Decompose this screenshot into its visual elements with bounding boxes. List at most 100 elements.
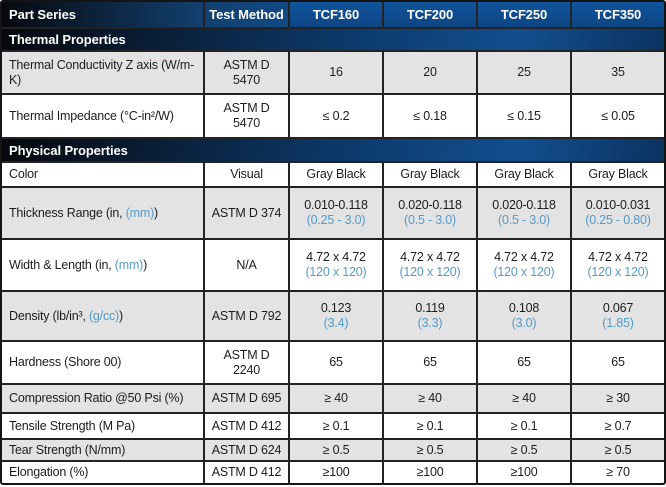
- value-cell: 16: [290, 52, 382, 93]
- value-main: ≥ 0.5: [604, 442, 632, 457]
- column-header-tcf350: TCF350: [572, 2, 664, 27]
- value: 4.72 x 4.72 (120 x 120): [305, 250, 366, 280]
- value-cell: ≥ 0.1: [384, 414, 476, 438]
- property-label: Compression Ratio @50 Psi (%): [9, 391, 184, 406]
- value: ≥ 70: [606, 465, 630, 480]
- property-label-unit: (mm): [114, 257, 144, 272]
- property-label-cell: Tensile Strength (M Pa): [2, 414, 203, 438]
- property-label-pre: Thermal Conductivity Z axis (W/m-K): [9, 57, 195, 87]
- value-main: 0.123: [320, 301, 352, 316]
- value-main: ≥ 40: [512, 391, 536, 406]
- test-method-value: ASTM D 695: [211, 391, 282, 406]
- value-main: ≤ 0.05: [601, 108, 635, 123]
- value: ≥ 0.5: [605, 443, 632, 458]
- test-method-cell: ASTM D 412: [205, 414, 288, 438]
- value: ≥100: [323, 465, 350, 480]
- value-main: 0.020-0.118: [492, 198, 556, 213]
- property-label: Tensile Strength (M Pa): [9, 419, 135, 434]
- value: ≥ 0.5: [417, 443, 444, 458]
- value-main: 4.72 x 4.72: [588, 250, 648, 265]
- value: 0.119 (3.3): [415, 301, 445, 331]
- value-main: 65: [329, 355, 343, 370]
- value-main: 0.108: [508, 301, 540, 316]
- property-label-post: ): [154, 205, 159, 220]
- test-method-cell: ASTM D 624: [205, 440, 288, 460]
- property-label-cell: Hardness (Shore 00): [2, 342, 203, 383]
- property-label-pre: Width & Length (in,: [9, 257, 115, 272]
- value: ≥ 0.5: [323, 443, 350, 458]
- property-label-cell: Compression Ratio @50 Psi (%): [2, 385, 203, 412]
- value-cell: ≥ 0.1: [290, 414, 382, 438]
- value-main: ≥100: [416, 465, 444, 480]
- value-main: 0.020-0.118: [398, 198, 462, 213]
- value: 0.108 (3.0): [509, 301, 539, 331]
- value-main: ≥ 0.5: [510, 442, 538, 457]
- property-label-cell: Width & Length (in, (mm)): [2, 240, 203, 290]
- value-main: 35: [611, 65, 625, 80]
- test-method-cell: ASTM D 374: [205, 188, 288, 238]
- section-title: Physical Properties: [9, 142, 128, 158]
- value-main: 0.010-0.118: [304, 198, 368, 213]
- value: ≥100: [417, 465, 444, 480]
- column-header-label: TCF200: [406, 6, 454, 22]
- value-cell: ≥ 0.5: [290, 440, 382, 460]
- property-label-pre: Hardness (Shore 00): [9, 355, 122, 370]
- value-sub: (120 x 120): [305, 265, 367, 279]
- value-main: ≥ 70: [606, 465, 630, 480]
- property-label-cell: Density (lb/in³, (g/cc)): [2, 292, 203, 340]
- value: Gray Black: [400, 167, 459, 182]
- value: 4.72 x 4.72 (120 x 120): [399, 250, 460, 280]
- value: ≤ 0.18: [413, 109, 447, 124]
- value-cell: ≤ 0.05: [572, 95, 664, 137]
- test-method-value: ASTM D 2240: [223, 347, 270, 377]
- test-method-value: N/A: [236, 257, 257, 272]
- value-cell: ≥ 70: [572, 462, 664, 483]
- value-cell: ≥ 0.5: [478, 440, 570, 460]
- test-method-value: ASTM D 5470: [223, 101, 270, 130]
- section-header: Physical Properties: [2, 139, 664, 161]
- value-main: 65: [517, 355, 531, 370]
- property-label-pre: Color: [9, 167, 38, 182]
- value-cell: 0.020-0.118 (0.5 - 3.0): [384, 188, 476, 238]
- column-header-part-series: Part Series: [2, 2, 203, 27]
- value-cell: 0.067 (1.85): [572, 292, 664, 340]
- value-cell: ≤ 0.2: [290, 95, 382, 137]
- value: 65: [517, 355, 531, 370]
- property-label: Thickness Range (in, (mm)): [9, 206, 158, 221]
- value-main: 0.067: [602, 301, 634, 316]
- value-main: Gray Black: [588, 167, 648, 182]
- value-sub: (0.25 - 0.80): [585, 213, 651, 227]
- test-method-value: ASTM D 412: [211, 418, 282, 433]
- value-main: 4.72 x 4.72: [400, 250, 460, 265]
- value: 25: [517, 65, 531, 80]
- value-main: Gray Black: [494, 167, 554, 182]
- value-main: ≤ 0.2: [322, 108, 350, 123]
- property-label: Thermal Impedance (°C-in²/W): [9, 109, 174, 124]
- value-cell: Gray Black: [290, 163, 382, 186]
- value-cell: ≥ 0.7: [572, 414, 664, 438]
- value-main: ≥ 30: [606, 391, 630, 406]
- value-cell: 4.72 x 4.72 (120 x 120): [384, 240, 476, 290]
- value-cell: 4.72 x 4.72 (120 x 120): [572, 240, 664, 290]
- section-header: Thermal Properties: [2, 29, 664, 50]
- value-cell: 0.119 (3.3): [384, 292, 476, 340]
- value-cell: 0.010-0.031 (0.25 - 0.80): [572, 188, 664, 238]
- test-method-cell: ASTM D 2240: [205, 342, 288, 383]
- value: 65: [329, 355, 343, 370]
- value-sub: (120 x 120): [587, 265, 649, 279]
- value-cell: ≥100: [290, 462, 382, 483]
- column-header-tcf160: TCF160: [290, 2, 382, 27]
- property-label: Density (lb/in³, (g/cc)): [9, 309, 123, 324]
- test-method-cell: ASTM D 792: [205, 292, 288, 340]
- value-main: ≥ 0.5: [322, 442, 350, 457]
- value-cell: 0.123 (3.4): [290, 292, 382, 340]
- value: ≤ 0.2: [323, 109, 350, 124]
- value: 0.020-0.118 (0.5 - 3.0): [398, 198, 462, 228]
- test-method-cell: N/A: [205, 240, 288, 290]
- value-cell: ≥ 40: [478, 385, 570, 412]
- value-cell: ≥100: [478, 462, 570, 483]
- value-cell: 65: [290, 342, 382, 383]
- value-main: 4.72 x 4.72: [306, 250, 366, 265]
